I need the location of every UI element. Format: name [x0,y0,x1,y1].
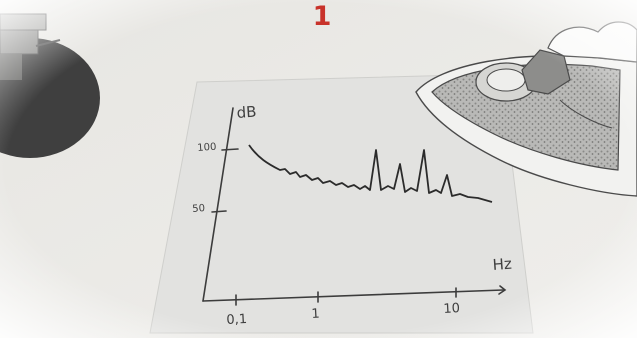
x-tick-label-01: 0,1 [226,311,248,328]
x-tick-label-10: 10 [443,301,461,317]
y-axis-unit-label: dB [236,102,258,122]
x-tick-label-1: 1 [311,306,321,322]
y-tick-label-100: 100 [197,141,217,154]
x-axis-unit-label: Hz [492,254,513,274]
step-number: 1 [312,1,332,32]
y-tick-label-50: 50 [192,203,206,215]
